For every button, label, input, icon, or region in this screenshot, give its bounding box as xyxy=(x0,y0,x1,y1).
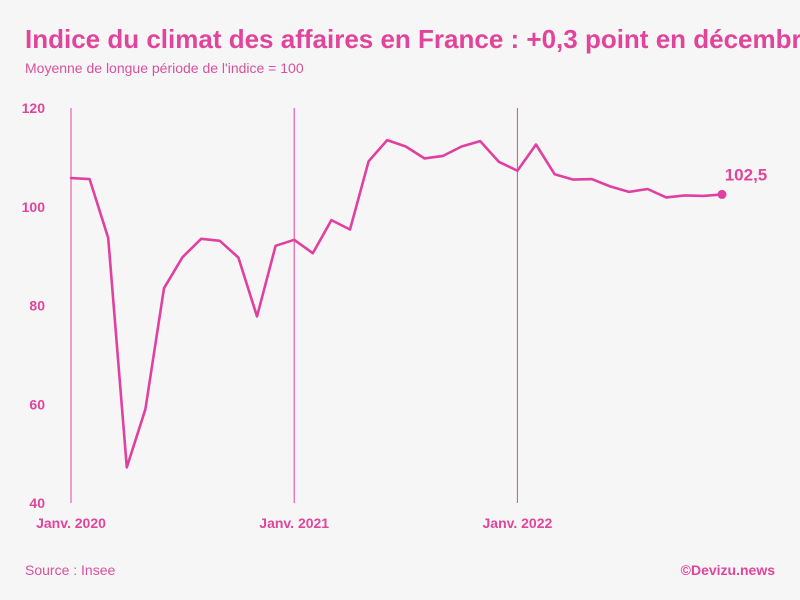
chart-title: Indice du climat des affaires en France … xyxy=(25,24,800,54)
y-tick-label: 100 xyxy=(22,199,46,215)
y-tick-label: 80 xyxy=(29,298,45,314)
x-tick-label: Janv. 2022 xyxy=(483,515,553,531)
last-value-label: 102,5 xyxy=(725,165,768,184)
x-tick-label: Janv. 2020 xyxy=(36,515,106,531)
y-tick-label: 120 xyxy=(22,100,46,116)
series-line xyxy=(69,138,724,469)
y-tick-label: 40 xyxy=(29,495,45,511)
y-tick-label: 60 xyxy=(29,396,45,412)
credit: ©Devizu.news xyxy=(680,562,775,578)
chart-subtitle: Moyenne de longue période de l'indice = … xyxy=(25,60,304,76)
source-note: Source : Insee xyxy=(25,562,116,578)
last-point-marker xyxy=(717,189,727,199)
x-tick-label: Janv. 2021 xyxy=(259,515,329,531)
